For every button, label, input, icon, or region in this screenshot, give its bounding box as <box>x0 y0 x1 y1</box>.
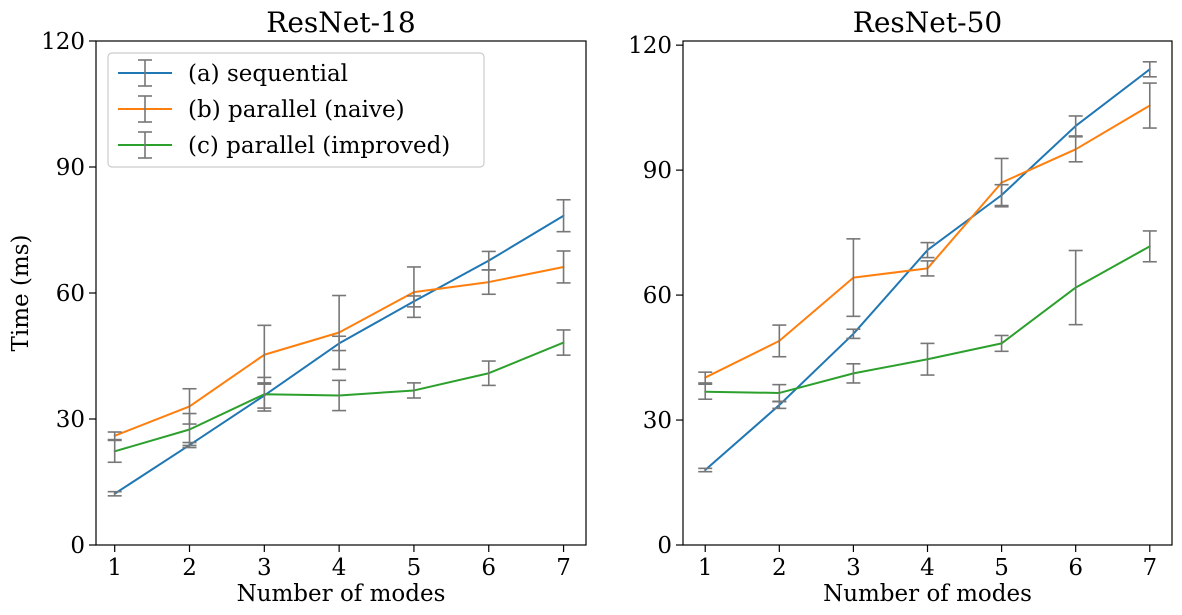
chart-resnet-50: ResNet-50 1 2 3 4 5 6 7 0 30 60 90 120 Number of mode… <box>628 6 1173 607</box>
error-bar <box>556 329 571 356</box>
error-bar <box>257 324 272 385</box>
x-tick-label: 7 <box>1142 555 1157 581</box>
error-bar <box>556 250 571 284</box>
x-tick-label: 5 <box>994 555 1009 581</box>
error-bar <box>920 342 935 376</box>
x-tick-label: 3 <box>846 555 861 581</box>
error-bar <box>698 383 713 401</box>
x-tick-label: 6 <box>1068 555 1083 581</box>
y-tick-label: 60 <box>643 283 672 309</box>
error-bar <box>107 431 122 441</box>
legend-item: (c) parallel (improved) <box>118 131 450 159</box>
y-tick-label: 120 <box>628 33 672 59</box>
error-bar <box>332 294 347 371</box>
error-bar <box>481 250 496 271</box>
error-bar <box>406 382 421 399</box>
plot-frame <box>95 40 587 546</box>
error-bar <box>698 371 713 384</box>
y-axis-label: Time (ms) <box>8 235 34 352</box>
chart-title: ResNet-50 <box>853 6 1002 39</box>
error-bar <box>1142 230 1157 263</box>
plot-frame <box>682 40 1173 546</box>
chart-title: ResNet-18 <box>266 6 415 39</box>
error-bar <box>107 439 122 464</box>
y-tick-label: 90 <box>643 158 672 184</box>
error-bar <box>1142 82 1157 129</box>
x-tick-label: 2 <box>772 555 787 581</box>
error-bar <box>1068 249 1083 326</box>
legend-label: (b) parallel (naive) <box>188 97 405 123</box>
error-bar <box>846 363 861 384</box>
x-tick-label: 4 <box>920 555 935 581</box>
error-bar <box>698 467 713 473</box>
legend-box <box>107 52 485 168</box>
legend-label: (a) sequential <box>188 61 348 87</box>
error-bar <box>556 198 571 233</box>
error-bar <box>1068 136 1083 163</box>
series-line <box>704 104 1151 379</box>
y-tick-label: 0 <box>70 533 85 559</box>
x-tick-label: 4 <box>332 555 347 581</box>
error-bar <box>920 241 935 259</box>
error-bar <box>481 269 496 296</box>
legend-item: (b) parallel (naive) <box>118 95 405 123</box>
error-bar <box>920 260 935 277</box>
x-tick-label: 6 <box>481 555 496 581</box>
error-bar <box>772 400 787 410</box>
x-tick-label: 1 <box>107 555 122 581</box>
error-bar <box>182 412 197 447</box>
legend-label: (c) parallel (improved) <box>188 133 450 159</box>
error-bar <box>772 383 787 403</box>
x-axis-label: Number of modes <box>823 581 1032 607</box>
x-tick-label: 7 <box>556 555 571 581</box>
x-tick-label: 1 <box>698 555 713 581</box>
error-bar <box>481 360 496 387</box>
error-bar <box>406 266 421 319</box>
error-bar <box>846 328 861 340</box>
error-bar <box>1068 115 1083 137</box>
error-bar <box>107 490 122 497</box>
error-bar <box>772 324 787 358</box>
error-bar <box>257 376 272 412</box>
x-tick-label: 5 <box>407 555 422 581</box>
y-tick-label: 90 <box>56 155 85 181</box>
error-bar <box>332 379 347 412</box>
legend-item: (a) sequential <box>118 59 348 87</box>
y-tick-label: 120 <box>41 29 85 55</box>
error-bar <box>1142 61 1157 78</box>
error-bar <box>846 238 861 318</box>
error-bar <box>994 157 1009 208</box>
y-tick-label: 30 <box>56 407 85 433</box>
legend: (a) sequential (b) parallel (naive) (c) pa… <box>107 52 485 168</box>
y-tick-label: 30 <box>643 408 672 434</box>
x-axis-label: Number of modes <box>237 581 446 607</box>
chart-resnet-18: ResNet-18 1 2 3 4 5 6 7 0 30 60 90 120 Number of mode… <box>8 6 587 607</box>
y-tick-label: 0 <box>657 533 672 559</box>
x-tick-label: 3 <box>257 555 272 581</box>
y-tick-label: 60 <box>56 281 85 307</box>
error-bar <box>994 334 1009 353</box>
x-tick-label: 2 <box>182 555 197 581</box>
